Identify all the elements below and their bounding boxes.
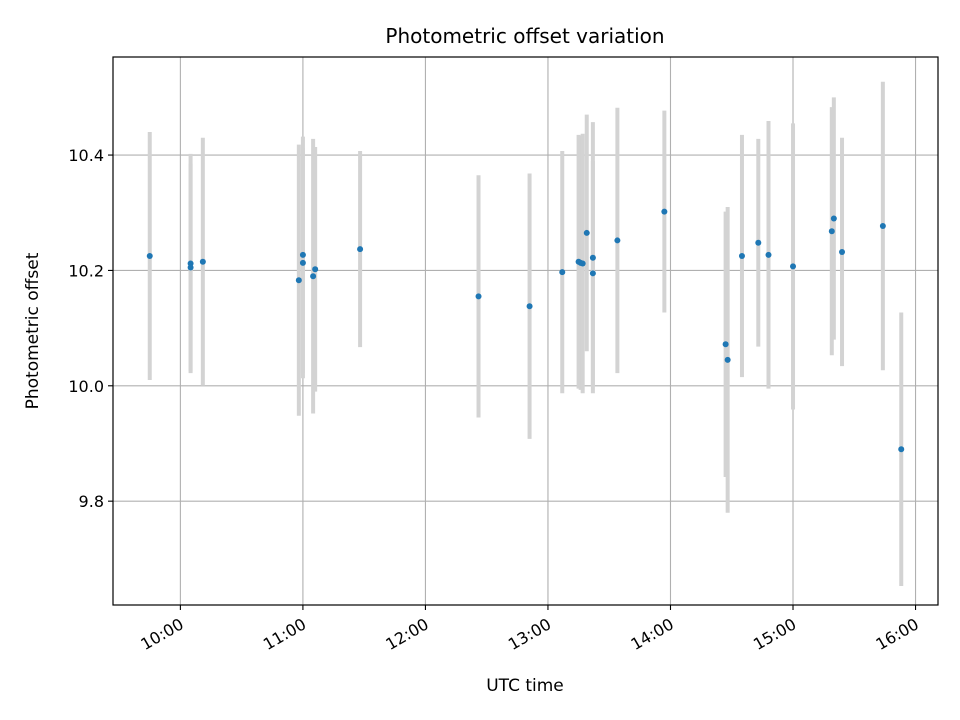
data-point — [312, 266, 319, 273]
data-point — [724, 356, 731, 363]
x-axis-title: UTC time — [486, 676, 564, 696]
data-point — [738, 253, 745, 260]
data-point — [475, 293, 482, 300]
y-tick-label: 10.0 — [68, 377, 104, 396]
y-axis: 9.8 10.0 10.2 10.4 — [68, 146, 113, 511]
data-point — [661, 208, 668, 215]
data-point — [295, 277, 302, 284]
data-point — [830, 215, 837, 222]
y-axis-title: Photometric offset — [23, 252, 43, 409]
data-point — [579, 260, 586, 267]
data-point — [583, 229, 590, 236]
data-point — [722, 341, 729, 348]
data-point — [614, 237, 621, 244]
data-point — [828, 228, 835, 235]
data-point — [299, 259, 306, 266]
data-point — [898, 446, 905, 453]
data-point — [146, 253, 153, 260]
data-point — [589, 254, 596, 261]
data-point — [187, 264, 194, 271]
data-point — [310, 273, 317, 280]
data-point — [357, 246, 364, 253]
data-points — [146, 208, 905, 453]
data-point — [879, 223, 886, 230]
y-tick-label: 10.4 — [68, 146, 104, 165]
chart-title: Photometric offset variation — [385, 24, 664, 48]
data-point — [790, 263, 797, 270]
plot-area-frame — [112, 56, 939, 606]
y-tick-label: 9.8 — [79, 492, 104, 511]
data-point — [559, 269, 566, 276]
data-point — [199, 258, 206, 265]
data-point — [755, 239, 762, 246]
data-point — [299, 251, 306, 258]
data-point — [765, 251, 772, 258]
data-point — [839, 248, 846, 255]
y-tick-label: 10.2 — [68, 261, 104, 280]
data-point — [526, 303, 533, 310]
data-point — [589, 270, 596, 277]
